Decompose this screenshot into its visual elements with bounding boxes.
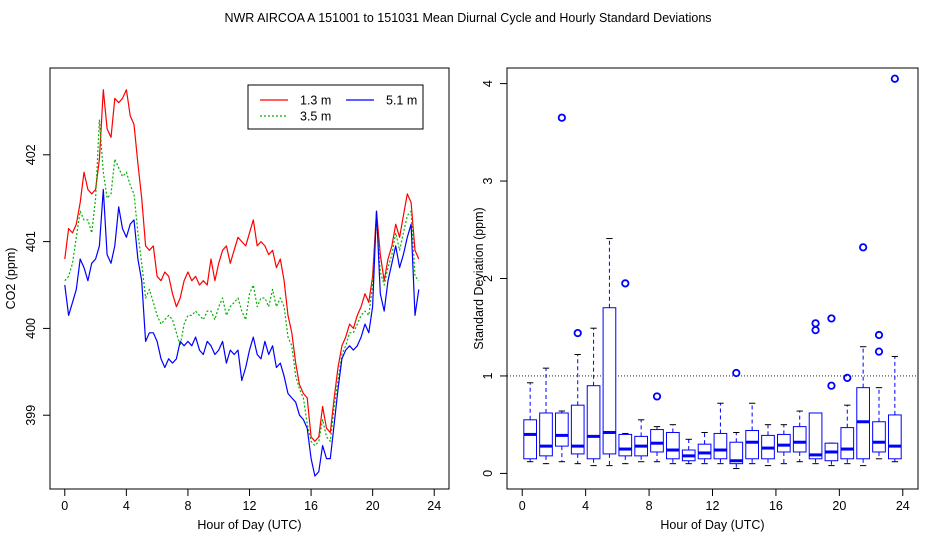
x-axis-label: Hour of Day (UTC) <box>197 518 301 532</box>
outlier-point <box>811 319 820 328</box>
box-hour <box>888 74 902 463</box>
box-iqr <box>777 433 791 453</box>
box-hour <box>729 368 744 470</box>
box-iqr <box>713 432 728 460</box>
box-hour <box>824 314 839 467</box>
box-hour <box>602 238 617 467</box>
outlier-point <box>621 279 630 288</box>
x-tick-label: 24 <box>427 499 441 513</box>
outlier-point <box>843 373 852 383</box>
outlier-point <box>874 330 884 340</box>
box-hour <box>650 392 664 463</box>
x-tick-label: 0 <box>61 499 68 513</box>
box-hour <box>570 328 585 465</box>
x-axis-label: Hour of Day (UTC) <box>660 518 764 532</box>
box-iqr <box>539 412 553 457</box>
box-hour <box>618 279 633 465</box>
box-iqr <box>555 412 569 447</box>
box-hour <box>681 438 696 465</box>
y-tick-label: 401 <box>24 231 38 252</box>
y-tick-label: 4 <box>481 80 495 87</box>
box-hour <box>808 319 823 465</box>
legend-box <box>247 84 424 130</box>
box-iqr <box>729 441 744 465</box>
y-tick-label: 400 <box>24 318 38 339</box>
outlier-point <box>890 74 899 83</box>
x-tick-label: 4 <box>123 499 130 513</box>
legend-label: 5.1 m <box>386 94 417 108</box>
outlier-point <box>557 113 566 122</box>
legend-label: 1.3 m <box>300 94 331 108</box>
box-iqr <box>650 429 664 453</box>
figure-title: NWR AIRCOA A 151001 to 151031 Mean Diurn… <box>224 11 711 25</box>
x-tick-label: 12 <box>243 499 257 513</box>
x-tick-label: 12 <box>706 499 720 513</box>
x-tick-label: 4 <box>582 499 589 513</box>
box-iqr <box>792 426 807 453</box>
y-tick-label: 0 <box>481 470 495 477</box>
y-tick-label: 1 <box>481 372 495 379</box>
x-tick-label: 20 <box>832 499 846 513</box>
box-hour <box>777 424 791 465</box>
y-tick-label: 2 <box>481 275 495 282</box>
box-hour <box>713 402 728 465</box>
box-hour <box>539 367 553 465</box>
outlier-point <box>827 314 836 323</box>
x-tick-label: 8 <box>184 499 191 513</box>
x-tick-label: 16 <box>769 499 783 513</box>
box-iqr <box>586 385 601 460</box>
box-iqr <box>888 414 902 460</box>
box-hour <box>856 243 870 467</box>
outlier-point <box>811 326 820 335</box>
y-axis-label: CO2 (ppm) <box>4 248 18 310</box>
box-hour <box>872 330 886 460</box>
box-hour <box>761 424 775 467</box>
plot-frame <box>49 67 450 490</box>
box-hour <box>523 382 537 463</box>
outlier-point <box>874 347 884 356</box>
box-hour <box>840 373 855 465</box>
x-tick-label: 8 <box>646 499 653 513</box>
outlier-point <box>652 392 662 401</box>
diurnal-cycle-plot: 0 4 8 12 16 20 24 399 400 401 402 Hour of Day (UTC)… <box>4 67 450 532</box>
outlier-point <box>827 381 836 390</box>
box-hour <box>634 419 648 463</box>
box-iqr <box>666 431 680 460</box>
box-hour <box>792 410 807 463</box>
legend-label: 3.5 m <box>300 110 331 124</box>
series-line-3-5-m <box>64 119 420 447</box>
box-iqr <box>523 419 537 460</box>
box-hour <box>697 431 712 465</box>
box-iqr <box>618 433 633 457</box>
x-tick-label: 20 <box>366 499 380 513</box>
x-tick-label: 0 <box>519 499 526 513</box>
box-iqr <box>808 412 823 460</box>
y-tick-label: 402 <box>24 144 38 165</box>
box-iqr <box>840 427 855 460</box>
y-tick-label: 3 <box>481 178 495 185</box>
box-iqr <box>570 404 585 455</box>
box-hour <box>745 402 759 465</box>
box-iqr <box>602 307 617 455</box>
box-iqr <box>872 421 886 453</box>
y-axis-label: Standard Deviation (ppm) <box>472 207 486 349</box>
series-line-1-3-m <box>64 89 420 442</box>
box-hour <box>586 327 601 467</box>
box-hour <box>555 113 569 463</box>
outlier-point <box>859 243 868 252</box>
outlier-point <box>573 328 582 338</box>
box-hour <box>666 424 680 465</box>
box-iqr <box>745 430 759 460</box>
outlier-point <box>732 368 741 378</box>
series-line-5-1-m <box>64 188 420 477</box>
x-tick-label: 24 <box>896 499 910 513</box>
x-tick-label: 16 <box>304 499 318 513</box>
y-tick-label: 399 <box>24 405 38 426</box>
